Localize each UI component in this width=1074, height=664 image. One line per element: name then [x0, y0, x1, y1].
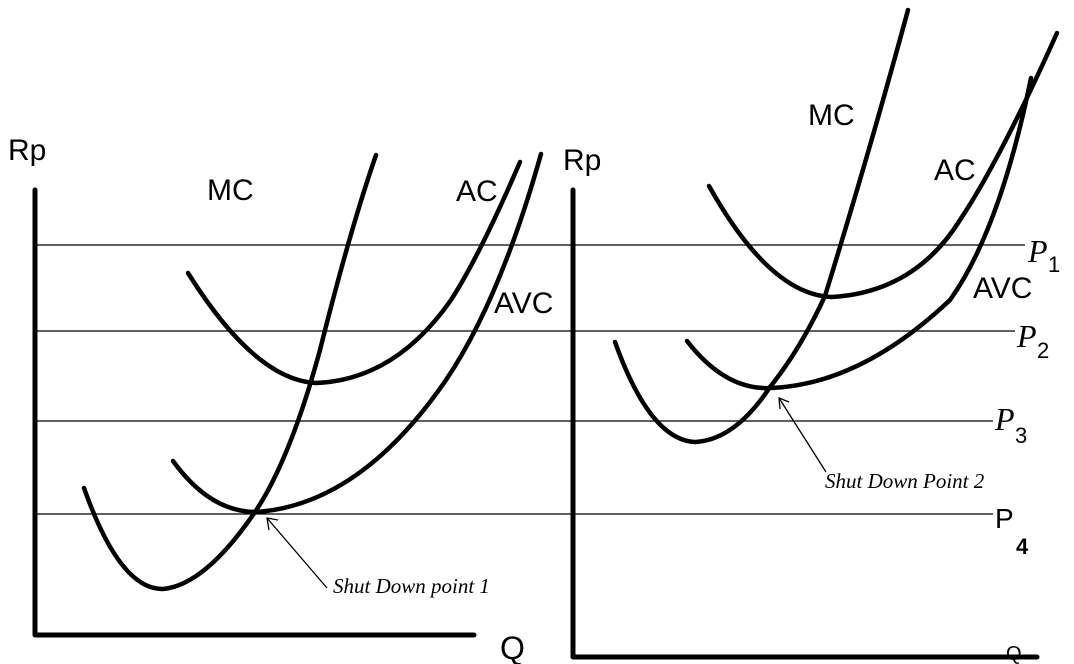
price-label-p3: P 3 — [994, 401, 1027, 448]
left-shutdown-annotation: Shut Down point 1 — [333, 574, 490, 598]
svg-text:P: P — [994, 401, 1015, 437]
svg-text:P: P — [995, 503, 1014, 534]
right-avc-label: AVC — [973, 272, 1032, 305]
right-panel: Rp Q MC AC AVC P 1 P 2 P 3 P 4 Shut Down… — [563, 7, 1060, 664]
price-label-p1: P 1 — [1027, 233, 1060, 277]
left-mc-label: MC — [207, 174, 254, 207]
right-mc-curve — [612, 7, 911, 445]
right-mc-label: MC — [808, 99, 855, 132]
right-ac-curve — [706, 30, 1060, 300]
left-shutdown-arrowhead — [266, 517, 279, 531]
svg-text:3: 3 — [1015, 423, 1027, 448]
left-x-axis-label: Q — [500, 630, 525, 664]
left-axes — [32, 187, 477, 638]
svg-text:P: P — [1027, 233, 1048, 269]
svg-text:P: P — [1016, 318, 1037, 354]
right-y-axis-label: Rp — [563, 144, 601, 177]
svg-text:2: 2 — [1037, 338, 1049, 363]
right-avc-curve — [684, 75, 1034, 391]
svg-text:1: 1 — [1048, 252, 1060, 277]
left-mc-curve — [81, 152, 379, 592]
left-y-axis-label: Rp — [8, 134, 46, 167]
left-avc-curve — [170, 151, 544, 515]
left-ac-label: AC — [456, 175, 498, 208]
svg-text:4: 4 — [1016, 534, 1029, 559]
price-label-p2: P 2 — [1016, 318, 1049, 363]
price-label-p4: P 4 — [995, 503, 1029, 559]
right-ac-label: AC — [934, 154, 976, 187]
right-shutdown-annotation: Shut Down Point 2 — [825, 469, 985, 493]
right-x-axis-label: Q — [1006, 643, 1022, 664]
left-shutdown-arrow — [266, 517, 328, 589]
left-avc-label: AVC — [494, 287, 553, 320]
right-shutdown-arrow — [778, 397, 827, 473]
left-ac-curve — [185, 159, 523, 386]
right-shutdown-arrowhead — [778, 397, 790, 410]
left-panel: Rp Q MC AC AVC Shut Down point 1 — [8, 134, 553, 664]
right-axes — [570, 187, 1040, 660]
